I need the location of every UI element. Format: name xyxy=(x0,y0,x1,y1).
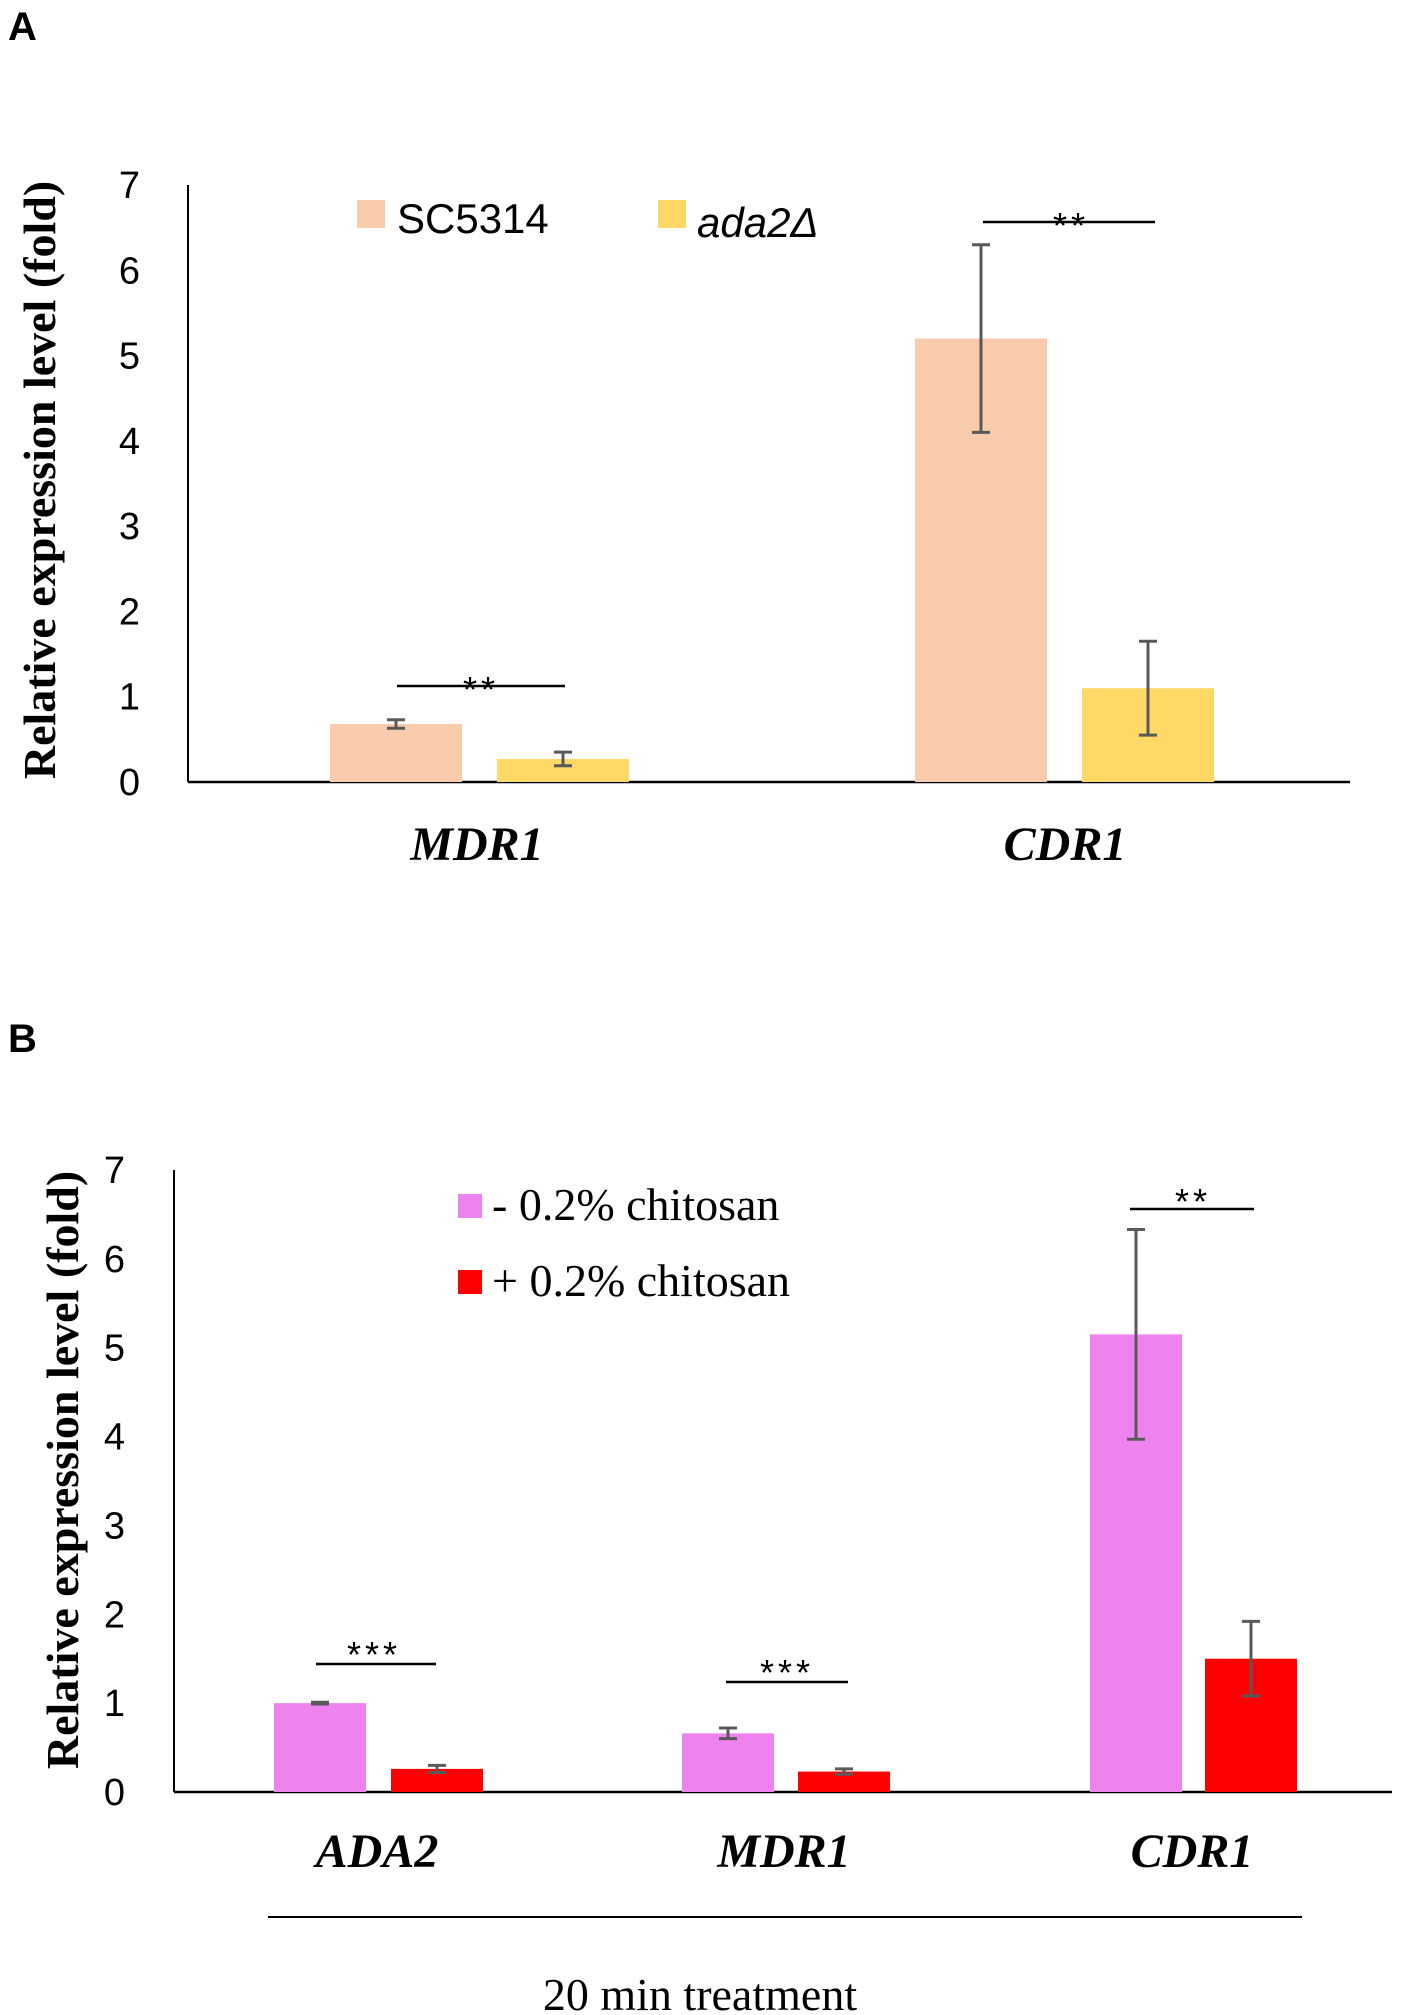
panel-b-y-tick-5: 5 xyxy=(104,1328,125,1370)
category-label-cdr1: CDR1 xyxy=(1004,818,1127,871)
significance-mark-ada2: *** xyxy=(347,1634,401,1675)
bar-ada2-0-2-chitosan xyxy=(274,1703,366,1792)
panel-a: A Relative expression level (fold) 0 1 2 3 4… xyxy=(8,5,1350,871)
significance-mark-cdr1: ** xyxy=(1053,205,1089,246)
bar-mdr1-0-2-chitosan xyxy=(798,1771,890,1792)
significance-mark-cdr1: ** xyxy=(1175,1181,1211,1222)
legend-swatch-minus-chitosan xyxy=(458,1194,482,1218)
panel-a-y-tick-2: 2 xyxy=(119,591,140,633)
legend-label-sc5314: SC5314 xyxy=(397,195,549,242)
bar-mdr1-0-2-chitosan xyxy=(682,1733,774,1792)
bar-mdr1-sc5314 xyxy=(330,724,462,782)
panel-a-y-axis-label: Relative expression level (fold) xyxy=(14,181,65,779)
legend-label-minus-chitosan: - 0.2% chitosan xyxy=(492,1179,779,1230)
legend-swatch-ada2 xyxy=(658,200,686,228)
legend-label-ada2: ada2Δ xyxy=(697,199,819,246)
bar-mdr1-ada2 xyxy=(497,758,629,782)
panel-b-y-tick-0: 0 xyxy=(104,1772,125,1814)
panel-b-y-tick-7: 7 xyxy=(104,1150,125,1192)
panel-a-y-tick-1: 1 xyxy=(119,677,140,719)
panel-a-y-tick-4: 4 xyxy=(119,421,140,463)
panel-a-y-tick-7: 7 xyxy=(119,165,140,207)
panel-a-legend: SC5314 ada2Δ xyxy=(357,195,819,246)
panel-a-y-tick-5: 5 xyxy=(119,336,140,378)
panel-b-y-tick-3: 3 xyxy=(104,1505,125,1547)
panel-b-y-axis-label: Relative expression level (fold) xyxy=(37,1171,88,1769)
significance-mark-mdr1: *** xyxy=(760,1652,814,1693)
panel-b-y-tick-1: 1 xyxy=(104,1683,125,1725)
panel-b-x-axis-title: 20 min treatment xyxy=(543,1969,857,2015)
panel-b-y-tick-2: 2 xyxy=(104,1594,125,1636)
legend-label-plus-chitosan: + 0.2% chitosan xyxy=(492,1255,790,1306)
significance-mark-mdr1: ** xyxy=(463,669,499,710)
panel-a-y-tick-3: 3 xyxy=(119,506,140,548)
panel-b-label: B xyxy=(8,1017,37,1061)
panel-b-legend: - 0.2% chitosan + 0.2% chitosan xyxy=(458,1179,790,1306)
panel-b-y-tick-6: 6 xyxy=(104,1239,125,1281)
category-label-cdr1: CDR1 xyxy=(1131,1825,1254,1878)
category-label-ada2: ADA2 xyxy=(313,1825,439,1878)
panel-a-y-tick-0: 0 xyxy=(119,762,140,804)
bar-ada2-0-2-chitosan xyxy=(391,1768,483,1792)
panel-b: B Relative expression level (fold) 0 1 2 3 4… xyxy=(8,1017,1392,2015)
legend-swatch-sc5314 xyxy=(357,200,385,228)
panel-a-y-tick-6: 6 xyxy=(119,250,140,292)
panel-a-label: A xyxy=(8,5,37,49)
category-label-mdr1: MDR1 xyxy=(409,818,543,871)
legend-swatch-plus-chitosan xyxy=(458,1270,482,1294)
panel-b-y-tick-4: 4 xyxy=(104,1417,125,1459)
category-label-mdr1: MDR1 xyxy=(716,1825,850,1878)
